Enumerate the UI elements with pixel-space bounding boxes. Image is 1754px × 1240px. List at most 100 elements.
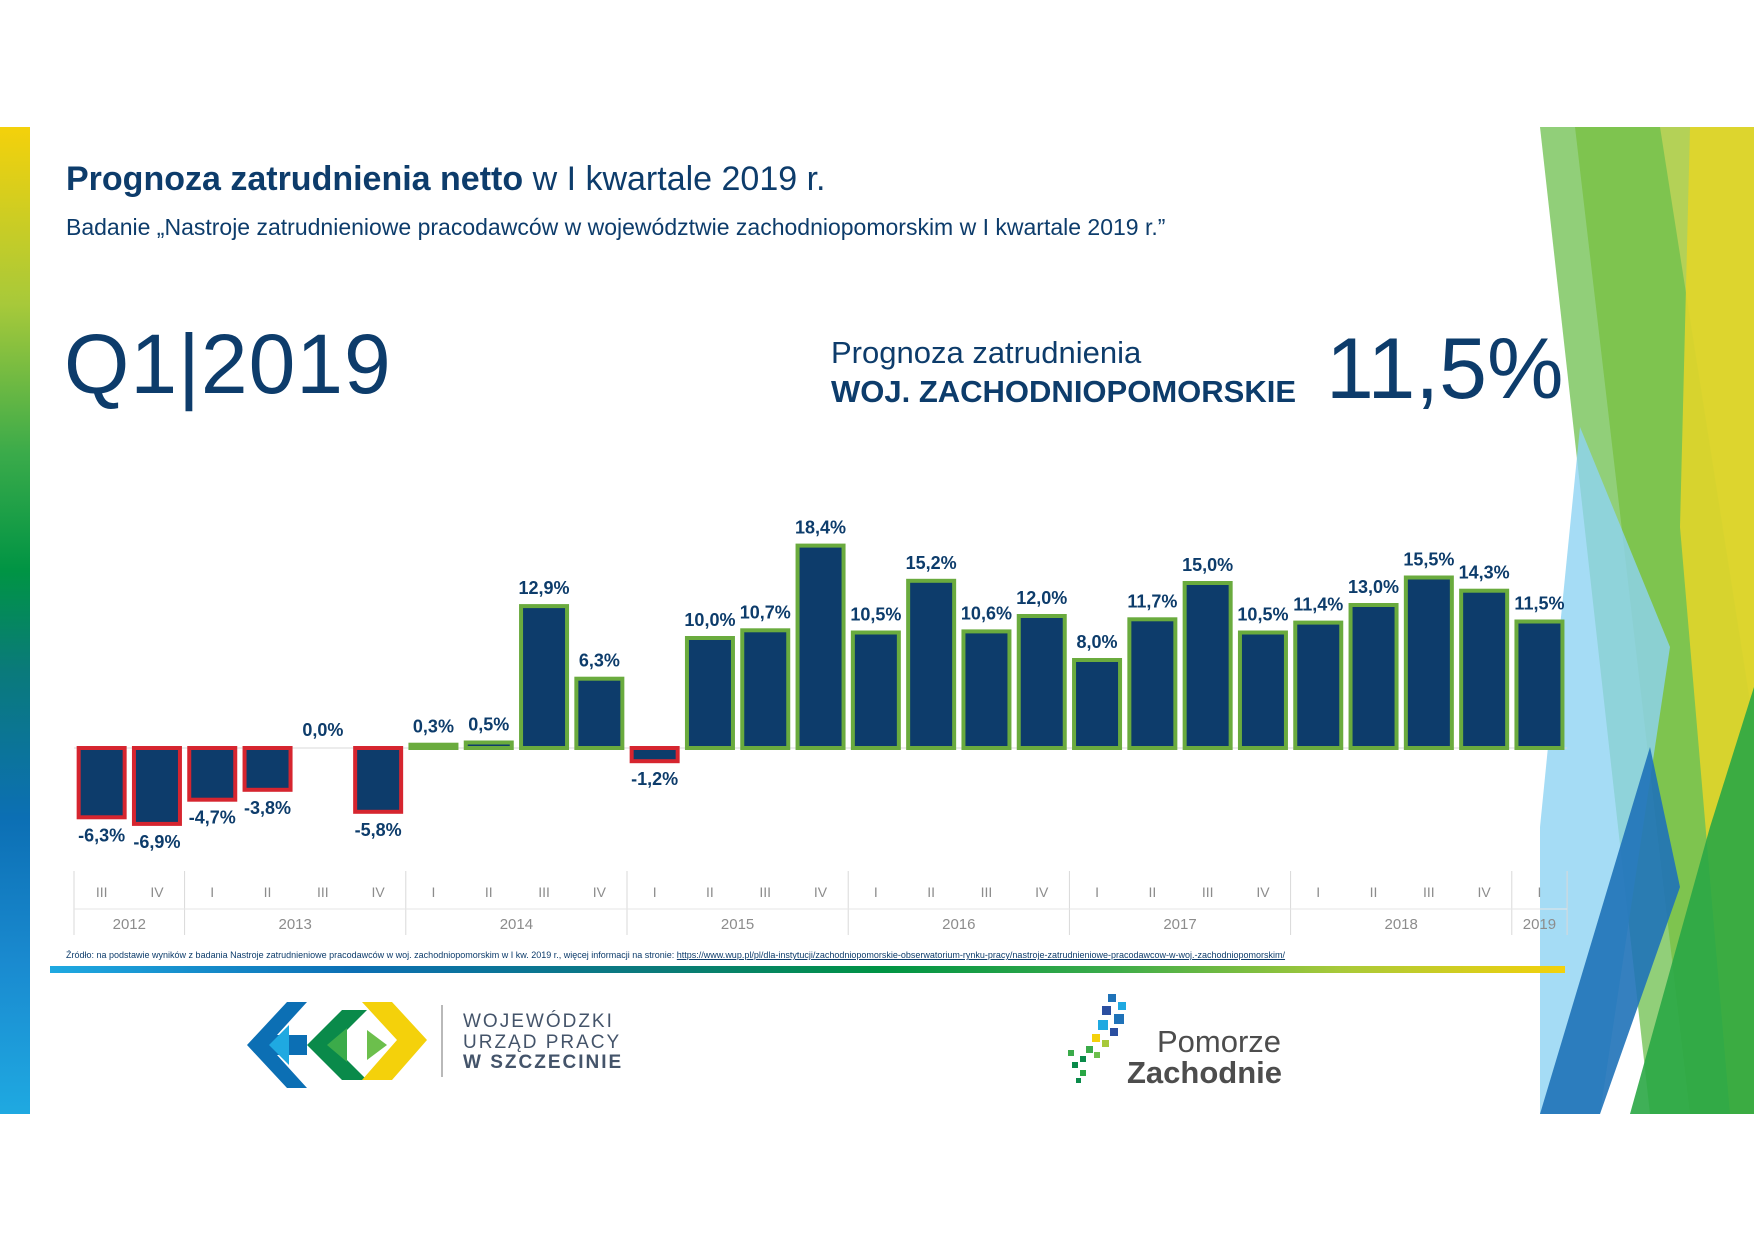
data-label: 15,0% — [1182, 555, 1233, 575]
quarter-tick-label: I — [1095, 884, 1099, 900]
data-label: 10,0% — [684, 610, 735, 630]
data-label: -5,8% — [355, 820, 402, 840]
quarter-tick-label: II — [706, 884, 714, 900]
year-label: 2017 — [1163, 916, 1196, 933]
quarter-tick-label: III — [317, 884, 329, 900]
source-link[interactable]: https://www.wup.pl/pl/dla-instytucji/zac… — [676, 950, 1286, 960]
bar — [1348, 603, 1399, 750]
quarter-tick-label: II — [264, 884, 272, 900]
data-label: 15,2% — [906, 553, 957, 573]
data-label: 18,4% — [795, 518, 846, 538]
bar — [1237, 630, 1288, 750]
bar — [1072, 658, 1123, 750]
quarter-tick-label: IV — [150, 884, 164, 900]
quarter-tick-label: III — [759, 884, 771, 900]
quarter-tick-label: III — [1202, 884, 1214, 900]
data-label: 10,5% — [1237, 605, 1288, 625]
quarter-tick-label: IV — [814, 884, 828, 900]
source-prefix: Źródło: na podstawie wyników z badania N… — [66, 950, 677, 960]
quarter-tick-label: I — [210, 884, 214, 900]
bar — [519, 604, 570, 750]
pomorze-zachodnie-logo-icon — [1068, 994, 1126, 1083]
data-label: 12,9% — [519, 578, 570, 598]
forecast-caption-block: Prognoza zatrudnienia WOJ. ZACHODNIOPOMO… — [831, 334, 1296, 412]
year-label: 2018 — [1385, 916, 1418, 933]
right-decoration — [1540, 127, 1754, 1114]
data-label: 10,5% — [850, 605, 901, 625]
data-label: -6,3% — [78, 825, 125, 845]
footer-gradient-line — [50, 966, 1565, 973]
pomorze-zachodnie-logo-text: Pomorze Zachodnie — [1127, 1026, 1282, 1088]
quarter-tick-label: I — [1316, 884, 1320, 900]
data-label: 8,0% — [1077, 632, 1118, 652]
bar — [463, 740, 514, 750]
year-label: 2015 — [721, 916, 754, 933]
bar — [1293, 620, 1344, 751]
year-label: 2012 — [113, 916, 146, 933]
data-label: 11,4% — [1293, 595, 1343, 615]
wup-line1: WOJEWÓDZKI — [463, 1011, 614, 1032]
quarter-tick-label: IV — [1256, 884, 1270, 900]
year-label: 2016 — [942, 916, 975, 933]
data-label: 12,0% — [1016, 588, 1067, 608]
data-label: 13,0% — [1348, 577, 1399, 597]
quarter-tick-label: IV — [593, 884, 607, 900]
data-label: -3,8% — [244, 798, 291, 818]
quarter-tick-label: I — [1538, 884, 1542, 900]
bar — [1514, 619, 1565, 750]
bar — [1403, 575, 1454, 750]
page-title: Prognoza zatrudnienia netto w I kwartale… — [66, 160, 826, 199]
year-label: 2013 — [279, 916, 312, 933]
data-label: 0,3% — [413, 717, 454, 737]
quarter-tick-label: III — [1423, 884, 1435, 900]
source-note: Źródło: na podstawie wyników z badania N… — [66, 950, 1285, 960]
data-label: 0,0% — [302, 720, 343, 740]
wup-logo-icon — [247, 1002, 427, 1088]
wup-divider — [441, 1005, 443, 1077]
data-label: 11,7% — [1127, 591, 1177, 611]
data-label: 15,5% — [1403, 550, 1454, 570]
bar — [795, 543, 846, 750]
quarter-tick-label: I — [653, 884, 657, 900]
data-label: 14,3% — [1459, 563, 1510, 583]
data-label: 6,3% — [579, 651, 620, 671]
bar — [187, 746, 238, 802]
bar — [1182, 581, 1233, 750]
bar — [242, 746, 293, 792]
quarter-tick-label: I — [432, 884, 436, 900]
quarter-tick-label: IV — [372, 884, 386, 900]
quarter-tick-label: III — [538, 884, 550, 900]
data-label: -4,7% — [189, 808, 236, 828]
data-label: 0,5% — [468, 715, 509, 735]
bar — [1016, 614, 1067, 750]
bar — [906, 578, 957, 750]
quarter-tick-label: II — [1148, 884, 1156, 900]
bar — [76, 746, 127, 820]
data-label: 11,5% — [1514, 594, 1564, 614]
quarter-label: Q1|2019 — [64, 317, 392, 411]
quarter-tick-label: IV — [1478, 884, 1492, 900]
bar — [353, 746, 404, 814]
title-rest: w I kwartale 2019 r. — [523, 160, 826, 198]
quarter-tick-label: II — [1370, 884, 1378, 900]
quarter-tick-label: I — [874, 884, 878, 900]
wup-line2: URZĄD PRACY — [463, 1031, 622, 1053]
bar — [740, 628, 791, 750]
wup-line3: W SZCZECINIE — [463, 1052, 624, 1074]
data-label: 10,7% — [740, 602, 791, 622]
title-bold: Prognoza zatrudnienia netto — [66, 160, 524, 198]
bar — [850, 630, 901, 750]
pz-line1: Pomorze — [1157, 1024, 1282, 1059]
bar — [1127, 617, 1178, 750]
data-label: -1,2% — [631, 769, 678, 789]
bar — [574, 676, 625, 750]
pz-line2: Zachodnie — [1127, 1055, 1283, 1090]
bar — [961, 629, 1012, 750]
forecast-caption: Prognoza zatrudnienia — [831, 335, 1142, 370]
wup-logo-text: WOJEWÓDZKI URZĄD PRACY W SZCZECINIE — [463, 1011, 624, 1074]
page-subtitle: Badanie „Nastroje zatrudnieniowe pracoda… — [66, 214, 1166, 240]
bar — [629, 746, 680, 764]
bar-chart: -6,3%III-6,9%IV-4,7%I-3,8%II0,0%III-5,8%… — [73, 518, 1568, 935]
data-label: -6,9% — [133, 832, 180, 852]
quarter-tick-label: III — [96, 884, 108, 900]
